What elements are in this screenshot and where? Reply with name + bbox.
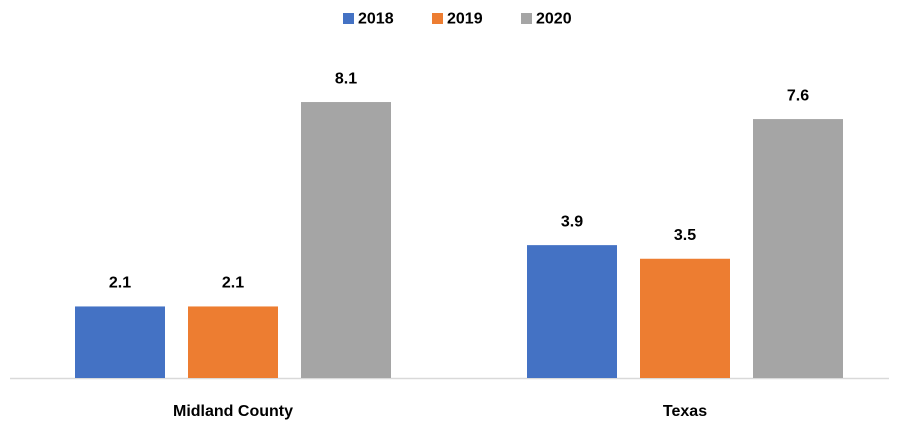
- data-label: 3.5: [674, 227, 696, 244]
- data-label: 8.1: [335, 70, 357, 87]
- data-label: 7.6: [787, 87, 809, 104]
- data-label: 2.1: [109, 275, 131, 292]
- bar: [753, 119, 843, 379]
- legend-label: 2020: [536, 11, 572, 28]
- data-label: 2.1: [222, 275, 244, 292]
- legend-label: 2018: [358, 11, 394, 28]
- legend-label: 2019: [447, 11, 483, 28]
- legend-swatch: [432, 13, 443, 24]
- x-tick-label: Texas: [663, 403, 707, 420]
- bar: [640, 258, 730, 378]
- legend-swatch: [343, 13, 354, 24]
- x-tick-label: Midland County: [173, 403, 293, 420]
- legend-swatch: [521, 13, 532, 24]
- data-label: 3.9: [561, 213, 583, 230]
- bar: [75, 306, 165, 378]
- bar: [301, 102, 391, 379]
- bar: [527, 245, 617, 378]
- bar: [188, 306, 278, 378]
